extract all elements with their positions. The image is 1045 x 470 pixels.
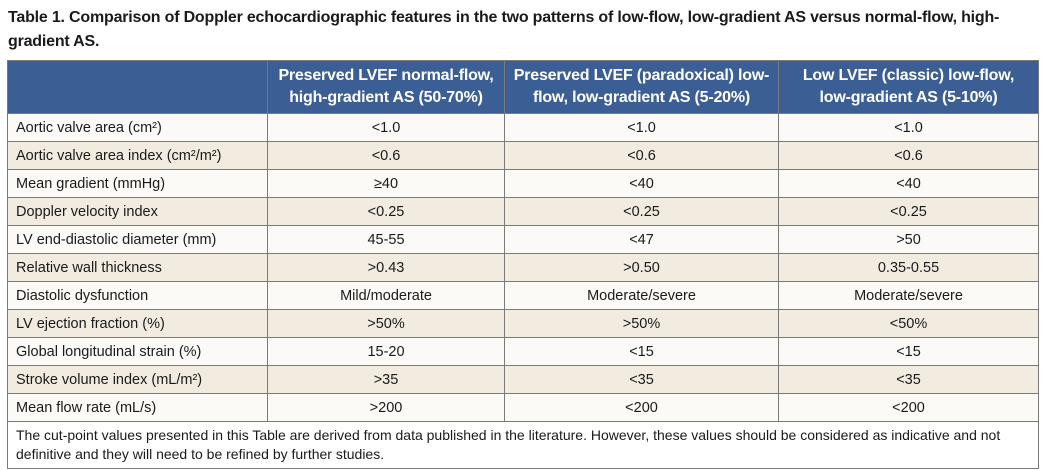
cell-value: >200 xyxy=(267,393,505,422)
comparison-table: Preserved LVEF normal-flow, high-gradien… xyxy=(7,60,1039,469)
row-label: Global longitudinal strain (%) xyxy=(7,337,268,366)
cell-value: <1.0 xyxy=(267,113,505,142)
footnote: The cut-point values presented in this T… xyxy=(7,421,1039,469)
cell-value: <1.0 xyxy=(504,113,779,142)
table-row: Aortic valve area (cm²) <1.0 <1.0 <1.0 xyxy=(7,113,1039,142)
table-row: Relative wall thickness >0.43 >0.50 0.35-0.… xyxy=(7,253,1039,282)
header-classic: Low LVEF (classic) low-flow, low-gradien… xyxy=(778,60,1039,114)
row-label: Mean flow rate (mL/s) xyxy=(7,393,268,422)
cell-value: <40 xyxy=(778,169,1039,198)
cell-value: Moderate/severe xyxy=(504,281,779,310)
table-row: Diastolic dysfunction Mild/moderate Modera… xyxy=(7,281,1039,310)
table-row: Global longitudinal strain (%) 15-20 <15 <1… xyxy=(7,337,1039,366)
cell-value: >50 xyxy=(778,225,1039,254)
cell-value: <200 xyxy=(504,393,779,422)
footnote-row: The cut-point values presented in this T… xyxy=(7,421,1039,469)
header-paradoxical: Preserved LVEF (paradoxical) low-flow, l… xyxy=(504,60,779,114)
cell-value: <0.6 xyxy=(504,141,779,170)
cell-value: <200 xyxy=(778,393,1039,422)
cell-value: <40 xyxy=(504,169,779,198)
cell-value: >50% xyxy=(267,309,505,338)
cell-value: <0.6 xyxy=(778,141,1039,170)
cell-value: 15-20 xyxy=(267,337,505,366)
cell-value: >35 xyxy=(267,365,505,394)
cell-value: <0.25 xyxy=(267,197,505,226)
table-title: Table 1. Comparison of Doppler echocardi… xyxy=(8,9,1000,50)
row-label: Relative wall thickness xyxy=(7,253,268,282)
table-row: Mean flow rate (mL/s) >200 <200 <200 xyxy=(7,393,1039,422)
cell-value: <0.6 xyxy=(267,141,505,170)
table-row: LV end-diastolic diameter (mm) 45-55 <47 >5… xyxy=(7,225,1039,254)
row-label: Stroke volume index (mL/m²) xyxy=(7,365,268,394)
header-row: Preserved LVEF normal-flow, high-gradien… xyxy=(7,60,1039,114)
cell-value: <35 xyxy=(504,365,779,394)
table-row: Doppler velocity index <0.25 <0.25 <0.25 xyxy=(7,197,1039,226)
cell-value: >0.50 xyxy=(504,253,779,282)
cell-value: Mild/moderate xyxy=(267,281,505,310)
cell-value: ≥40 xyxy=(267,169,505,198)
row-label: Doppler velocity index xyxy=(7,197,268,226)
table-row: Aortic valve area index (cm²/m²) <0.6 <0.6… xyxy=(7,141,1039,170)
cell-value: <1.0 xyxy=(778,113,1039,142)
cell-value: 45-55 xyxy=(267,225,505,254)
cell-value: >50% xyxy=(504,309,779,338)
header-cell-empty xyxy=(7,60,268,114)
cell-value: <47 xyxy=(504,225,779,254)
cell-value: <35 xyxy=(778,365,1039,394)
cell-value: <15 xyxy=(504,337,779,366)
table-row: Mean gradient (mmHg) ≥40 <40 <40 xyxy=(7,169,1039,198)
cell-value: <50% xyxy=(778,309,1039,338)
cell-value: Moderate/severe xyxy=(778,281,1039,310)
cell-value: <0.25 xyxy=(504,197,779,226)
cell-value: >0.43 xyxy=(267,253,505,282)
row-label: Mean gradient (mmHg) xyxy=(7,169,268,198)
cell-value: <0.25 xyxy=(778,197,1039,226)
row-label: Aortic valve area index (cm²/m²) xyxy=(7,141,268,170)
row-label: Diastolic dysfunction xyxy=(7,281,268,310)
row-label: Aortic valve area (cm²) xyxy=(7,113,268,142)
row-label: LV ejection fraction (%) xyxy=(7,309,268,338)
table-row: LV ejection fraction (%) >50% >50% <50% xyxy=(7,309,1039,338)
cell-value: <15 xyxy=(778,337,1039,366)
table-row: Stroke volume index (mL/m²) >35 <35 <35 xyxy=(7,365,1039,394)
row-label: LV end-diastolic diameter (mm) xyxy=(7,225,268,254)
header-normal-flow: Preserved LVEF normal-flow, high-gradien… xyxy=(267,60,505,114)
cell-value: 0.35-0.55 xyxy=(778,253,1039,282)
